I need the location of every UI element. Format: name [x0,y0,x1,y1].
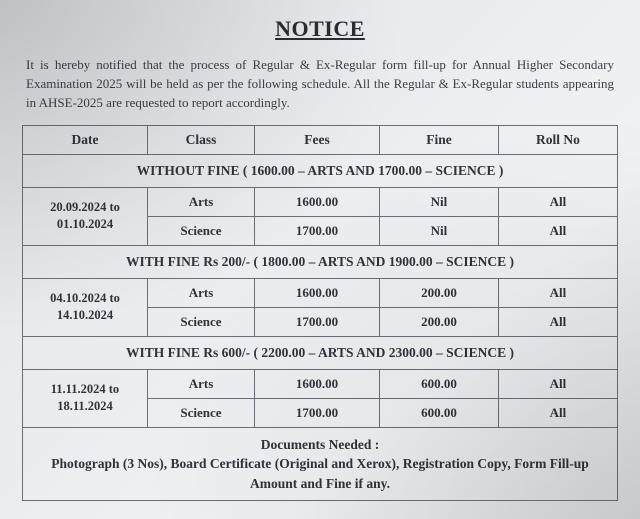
section-label: WITH FINE Rs 200/- ( 1800.00 – ARTS AND … [23,245,618,278]
fine-cell: Nil [379,187,498,216]
section-without-fine: WITHOUT FINE ( 1600.00 – ARTS AND 1700.0… [23,154,618,187]
documents-body: Photograph (3 Nos), Board Certificate (O… [51,456,588,491]
documents-cell: Documents Needed : Photograph (3 Nos), B… [23,427,618,501]
fine-cell: 200.00 [379,307,498,336]
th-class: Class [147,125,254,154]
fees-cell: 1700.00 [255,216,380,245]
class-cell: Arts [147,369,254,398]
section-with-fine-200: WITH FINE Rs 200/- ( 1800.00 – ARTS AND … [23,245,618,278]
table-row: 20.09.2024 to 01.10.2024 Arts 1600.00 Ni… [23,187,618,216]
table-row: 11.11.2024 to 18.11.2024 Arts 1600.00 60… [23,369,618,398]
header-row: Date Class Fees Fine Roll No [23,125,618,154]
th-fees: Fees [255,125,380,154]
roll-cell: All [498,278,617,307]
fees-cell: 1600.00 [255,278,380,307]
notice-page: NOTICE It is hereby notified that the pr… [0,0,640,519]
th-rollno: Roll No [498,125,617,154]
date-cell: 04.10.2024 to 14.10.2024 [23,278,148,336]
fine-cell: 600.00 [379,398,498,427]
class-cell: Science [147,307,254,336]
table-row: 04.10.2024 to 14.10.2024 Arts 1600.00 20… [23,278,618,307]
section-label: WITH FINE Rs 600/- ( 2200.00 – ARTS AND … [23,336,618,369]
class-cell: Science [147,398,254,427]
roll-cell: All [498,307,617,336]
fees-cell: 1700.00 [255,307,380,336]
th-date: Date [23,125,148,154]
date-cell: 20.09.2024 to 01.10.2024 [23,187,148,245]
fine-cell: Nil [379,216,498,245]
fine-cell: 200.00 [379,278,498,307]
roll-cell: All [498,398,617,427]
th-fine: Fine [379,125,498,154]
roll-cell: All [498,216,617,245]
fine-cell: 600.00 [379,369,498,398]
section-with-fine-600: WITH FINE Rs 600/- ( 2200.00 – ARTS AND … [23,336,618,369]
schedule-table: Date Class Fees Fine Roll No WITHOUT FIN… [22,125,618,502]
roll-cell: All [498,369,617,398]
roll-cell: All [498,187,617,216]
documents-title: Documents Needed : [261,437,379,452]
fees-cell: 1600.00 [255,369,380,398]
class-cell: Arts [147,187,254,216]
class-cell: Science [147,216,254,245]
class-cell: Arts [147,278,254,307]
intro-paragraph: It is hereby notified that the process o… [26,56,614,113]
fees-cell: 1700.00 [255,398,380,427]
page-title: NOTICE [22,16,618,42]
documents-row: Documents Needed : Photograph (3 Nos), B… [23,427,618,501]
date-cell: 11.11.2024 to 18.11.2024 [23,369,148,427]
fees-cell: 1600.00 [255,187,380,216]
section-label: WITHOUT FINE ( 1600.00 – ARTS AND 1700.0… [23,154,618,187]
